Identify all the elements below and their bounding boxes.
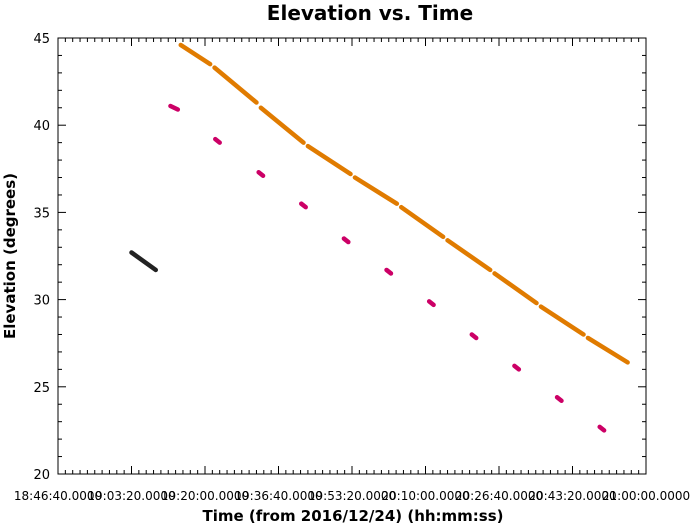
data-segment xyxy=(256,170,266,179)
y-axis-label: Elevation (degrees) xyxy=(1,173,19,339)
x-tick-label: 19:36:40.0000 xyxy=(234,489,322,503)
data-segment xyxy=(129,250,159,273)
y-tick-label: 30 xyxy=(33,294,50,309)
data-segment xyxy=(305,143,353,177)
data-segment xyxy=(538,304,586,337)
data-segment xyxy=(512,363,522,372)
y-tick-label: 20 xyxy=(33,468,50,483)
data-segment xyxy=(597,424,607,433)
data-segment xyxy=(384,267,394,276)
x-tick-label: 19:53:20.0000 xyxy=(308,489,396,503)
x-tick-label: 20:10:00.0000 xyxy=(381,489,469,503)
y-tick-label: 40 xyxy=(33,119,50,134)
plot-area xyxy=(57,37,647,475)
series-1 xyxy=(129,250,159,273)
data-segment xyxy=(492,271,539,306)
data-segment xyxy=(168,103,181,112)
x-tick-label: 18:46:40.0000 xyxy=(14,489,102,503)
x-tick-label: 19:20:00.0000 xyxy=(161,489,249,503)
x-tick-label: 21:00:00.0000 xyxy=(602,489,690,503)
y-tick-label: 25 xyxy=(33,381,50,396)
x-tick-label: 20:43:20.0000 xyxy=(528,489,616,503)
series-3 xyxy=(168,103,607,433)
data-segment xyxy=(178,42,213,67)
data-segment xyxy=(585,335,630,365)
data-segment xyxy=(213,136,222,145)
x-tick-label: 20:26:40.0000 xyxy=(455,489,543,503)
x-tick-label: 19:03:20.0000 xyxy=(87,489,175,503)
y-tick-label: 35 xyxy=(33,206,50,221)
data-segment xyxy=(426,299,436,308)
y-tick-label: 45 xyxy=(33,32,50,47)
data-segment xyxy=(469,332,479,341)
data-segment xyxy=(299,201,308,210)
data-segment xyxy=(445,238,493,273)
data-segment xyxy=(212,65,259,105)
y-axis-ticks: 20 25 30 35 40 45 xyxy=(33,32,646,483)
chart-marks xyxy=(129,42,630,433)
data-segment xyxy=(352,175,400,206)
data-segment xyxy=(398,204,446,240)
chart-title: Elevation vs. Time xyxy=(267,1,473,25)
plot-frame xyxy=(57,37,647,475)
x-axis-ticks: 18:46:40.000019:03:20.000019:20:00.00001… xyxy=(14,38,690,503)
series-2 xyxy=(178,42,630,365)
data-segment xyxy=(341,236,351,245)
data-segment xyxy=(258,105,306,145)
x-axis-label: Time (from 2016/12/24) (hh:mm:ss) xyxy=(202,507,503,525)
data-segment xyxy=(554,395,564,404)
